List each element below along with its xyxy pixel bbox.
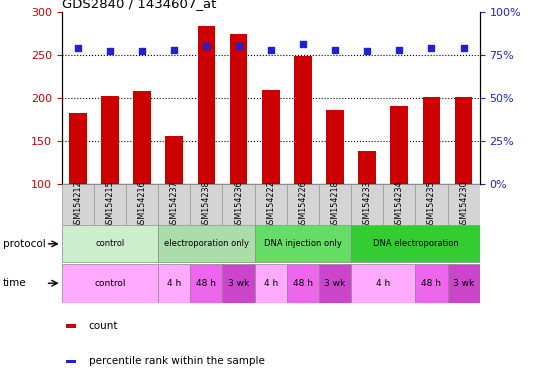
- Bar: [326, 110, 344, 184]
- Bar: [294, 56, 311, 184]
- Text: 4 h: 4 h: [376, 279, 390, 288]
- Point: [202, 43, 211, 49]
- Text: count: count: [89, 321, 118, 331]
- Bar: [359, 152, 376, 184]
- Bar: [415, 264, 448, 303]
- Bar: [255, 264, 287, 303]
- Text: GSM154222: GSM154222: [266, 180, 275, 229]
- Bar: [69, 113, 87, 184]
- Text: GSM154236: GSM154236: [234, 180, 243, 229]
- Bar: [94, 184, 126, 225]
- Text: 3 wk: 3 wk: [453, 279, 474, 288]
- Text: percentile rank within the sample: percentile rank within the sample: [89, 356, 265, 366]
- Point: [427, 45, 436, 51]
- Bar: [319, 264, 351, 303]
- Text: GSM154218: GSM154218: [331, 180, 339, 229]
- Bar: [383, 184, 415, 225]
- Bar: [448, 264, 480, 303]
- Bar: [351, 264, 415, 303]
- Bar: [133, 91, 151, 184]
- Bar: [158, 184, 190, 225]
- Bar: [222, 184, 255, 225]
- Bar: [262, 90, 280, 184]
- Text: 3 wk: 3 wk: [324, 279, 346, 288]
- Text: GSM154233: GSM154233: [363, 180, 371, 229]
- Bar: [319, 184, 351, 225]
- Bar: [66, 324, 76, 328]
- Text: control: control: [95, 239, 124, 248]
- Bar: [448, 184, 480, 225]
- Bar: [351, 225, 480, 262]
- Text: control: control: [94, 279, 125, 288]
- Bar: [255, 225, 351, 262]
- Text: GSM154238: GSM154238: [202, 180, 211, 229]
- Point: [138, 48, 146, 55]
- Bar: [255, 184, 287, 225]
- Text: DNA injection only: DNA injection only: [264, 239, 342, 248]
- Bar: [423, 97, 441, 184]
- Point: [363, 48, 371, 55]
- Text: DNA electroporation: DNA electroporation: [373, 239, 458, 248]
- Bar: [190, 264, 222, 303]
- Bar: [222, 264, 255, 303]
- Point: [395, 46, 404, 53]
- Text: GSM154226: GSM154226: [299, 180, 307, 229]
- Bar: [66, 360, 76, 363]
- Bar: [158, 225, 255, 262]
- Bar: [287, 184, 319, 225]
- Bar: [287, 264, 319, 303]
- Bar: [158, 264, 190, 303]
- Bar: [62, 264, 158, 303]
- Text: GSM154216: GSM154216: [138, 180, 146, 229]
- Point: [234, 43, 243, 49]
- Bar: [415, 184, 448, 225]
- Text: GSM154234: GSM154234: [395, 180, 404, 229]
- Text: 48 h: 48 h: [196, 279, 217, 288]
- Bar: [62, 184, 94, 225]
- Bar: [390, 106, 408, 184]
- Bar: [126, 184, 158, 225]
- Text: 4 h: 4 h: [167, 279, 181, 288]
- Bar: [351, 184, 383, 225]
- Point: [106, 48, 114, 55]
- Text: GSM154237: GSM154237: [170, 180, 178, 229]
- Point: [299, 41, 307, 47]
- Bar: [165, 136, 183, 184]
- Text: 48 h: 48 h: [293, 279, 313, 288]
- Bar: [62, 225, 158, 262]
- Text: 48 h: 48 h: [421, 279, 442, 288]
- Text: GSM154230: GSM154230: [459, 180, 468, 229]
- Point: [73, 45, 82, 51]
- Bar: [230, 34, 248, 184]
- Bar: [190, 184, 222, 225]
- Point: [459, 45, 468, 51]
- Bar: [455, 97, 473, 184]
- Text: 4 h: 4 h: [264, 279, 278, 288]
- Text: GSM154215: GSM154215: [106, 180, 114, 229]
- Point: [331, 46, 339, 53]
- Bar: [101, 96, 119, 184]
- Bar: [198, 26, 215, 184]
- Text: GSM154235: GSM154235: [427, 180, 436, 229]
- Text: 3 wk: 3 wk: [228, 279, 249, 288]
- Text: electroporation only: electroporation only: [164, 239, 249, 248]
- Text: GDS2840 / 1434607_at: GDS2840 / 1434607_at: [62, 0, 216, 10]
- Point: [170, 46, 178, 53]
- Text: protocol: protocol: [3, 239, 46, 249]
- Text: time: time: [3, 278, 26, 288]
- Text: GSM154212: GSM154212: [73, 180, 82, 229]
- Point: [266, 46, 275, 53]
